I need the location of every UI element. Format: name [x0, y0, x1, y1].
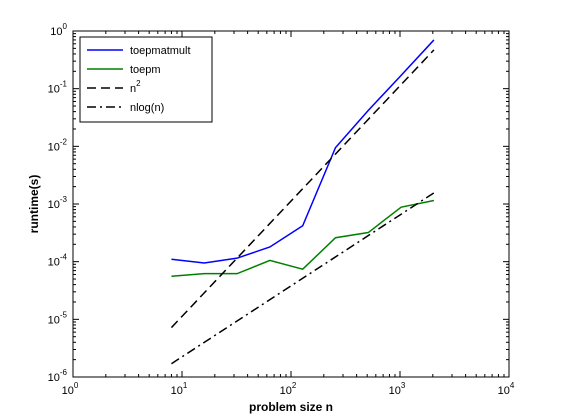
y-tick-exponent: -6 [60, 368, 68, 377]
x-tick-label: 104 [498, 381, 515, 397]
y-tick-base: 10 [48, 372, 60, 384]
legend-label: n2 [130, 79, 141, 95]
x-tick-label: 103 [389, 381, 406, 397]
y-tick-base: 10 [48, 84, 60, 96]
legend-label-base: n [130, 83, 136, 95]
y-tick-label: 100 [50, 22, 67, 38]
series-line-toepm [171, 199, 435, 277]
legend: toepmatmult toepm n2 nlog(n) [79, 36, 213, 123]
axis-ticks [72, 30, 510, 378]
series-line-n-squared [170, 49, 435, 329]
y-tick-base: 10 [50, 26, 62, 38]
series-line-toepmatmult [171, 39, 435, 264]
x-tick-label: 101 [171, 381, 188, 397]
legend-label: nlog(n) [130, 102, 164, 114]
legend-box [79, 36, 213, 123]
y-tick-label: 10-5 [48, 310, 68, 326]
y-tick-base: 10 [48, 314, 60, 326]
y-tick-exponent: -1 [60, 80, 68, 89]
series-line-nlog-n- [171, 192, 435, 365]
x-tick-exponent: 1 [183, 381, 188, 390]
y-tick-exponent: 0 [63, 22, 68, 31]
y-tick-label: 10-6 [48, 368, 68, 384]
x-tick-exponent: 0 [74, 381, 79, 390]
y-tick-label: 10-1 [48, 80, 68, 96]
x-tick-exponent: 4 [510, 381, 515, 390]
y-axis-label: runtime(s) [27, 175, 41, 234]
y-tick-exponent: -5 [60, 310, 68, 319]
x-tick-label: 100 [62, 381, 79, 397]
y-tick-label: 10-4 [48, 253, 68, 269]
x-tick-label: 102 [280, 381, 297, 397]
y-tick-label: 10-3 [48, 195, 68, 211]
y-tick-exponent: -3 [60, 195, 68, 204]
y-tick-base: 10 [48, 199, 60, 211]
legend-label: toepmatmult [130, 45, 191, 57]
y-tick-exponent: -4 [60, 253, 68, 262]
series-lines [170, 39, 435, 365]
y-tick-label: 10-2 [48, 137, 68, 153]
y-tick-base: 10 [48, 141, 60, 153]
x-tick-exponent: 2 [292, 381, 297, 390]
x-axis-label: problem size n [249, 400, 333, 414]
legend-label-exponent: 2 [136, 79, 141, 88]
y-tick-base: 10 [48, 257, 60, 269]
y-tick-exponent: -2 [60, 137, 68, 146]
legend-label: toepm [130, 64, 161, 76]
x-tick-exponent: 3 [401, 381, 406, 390]
